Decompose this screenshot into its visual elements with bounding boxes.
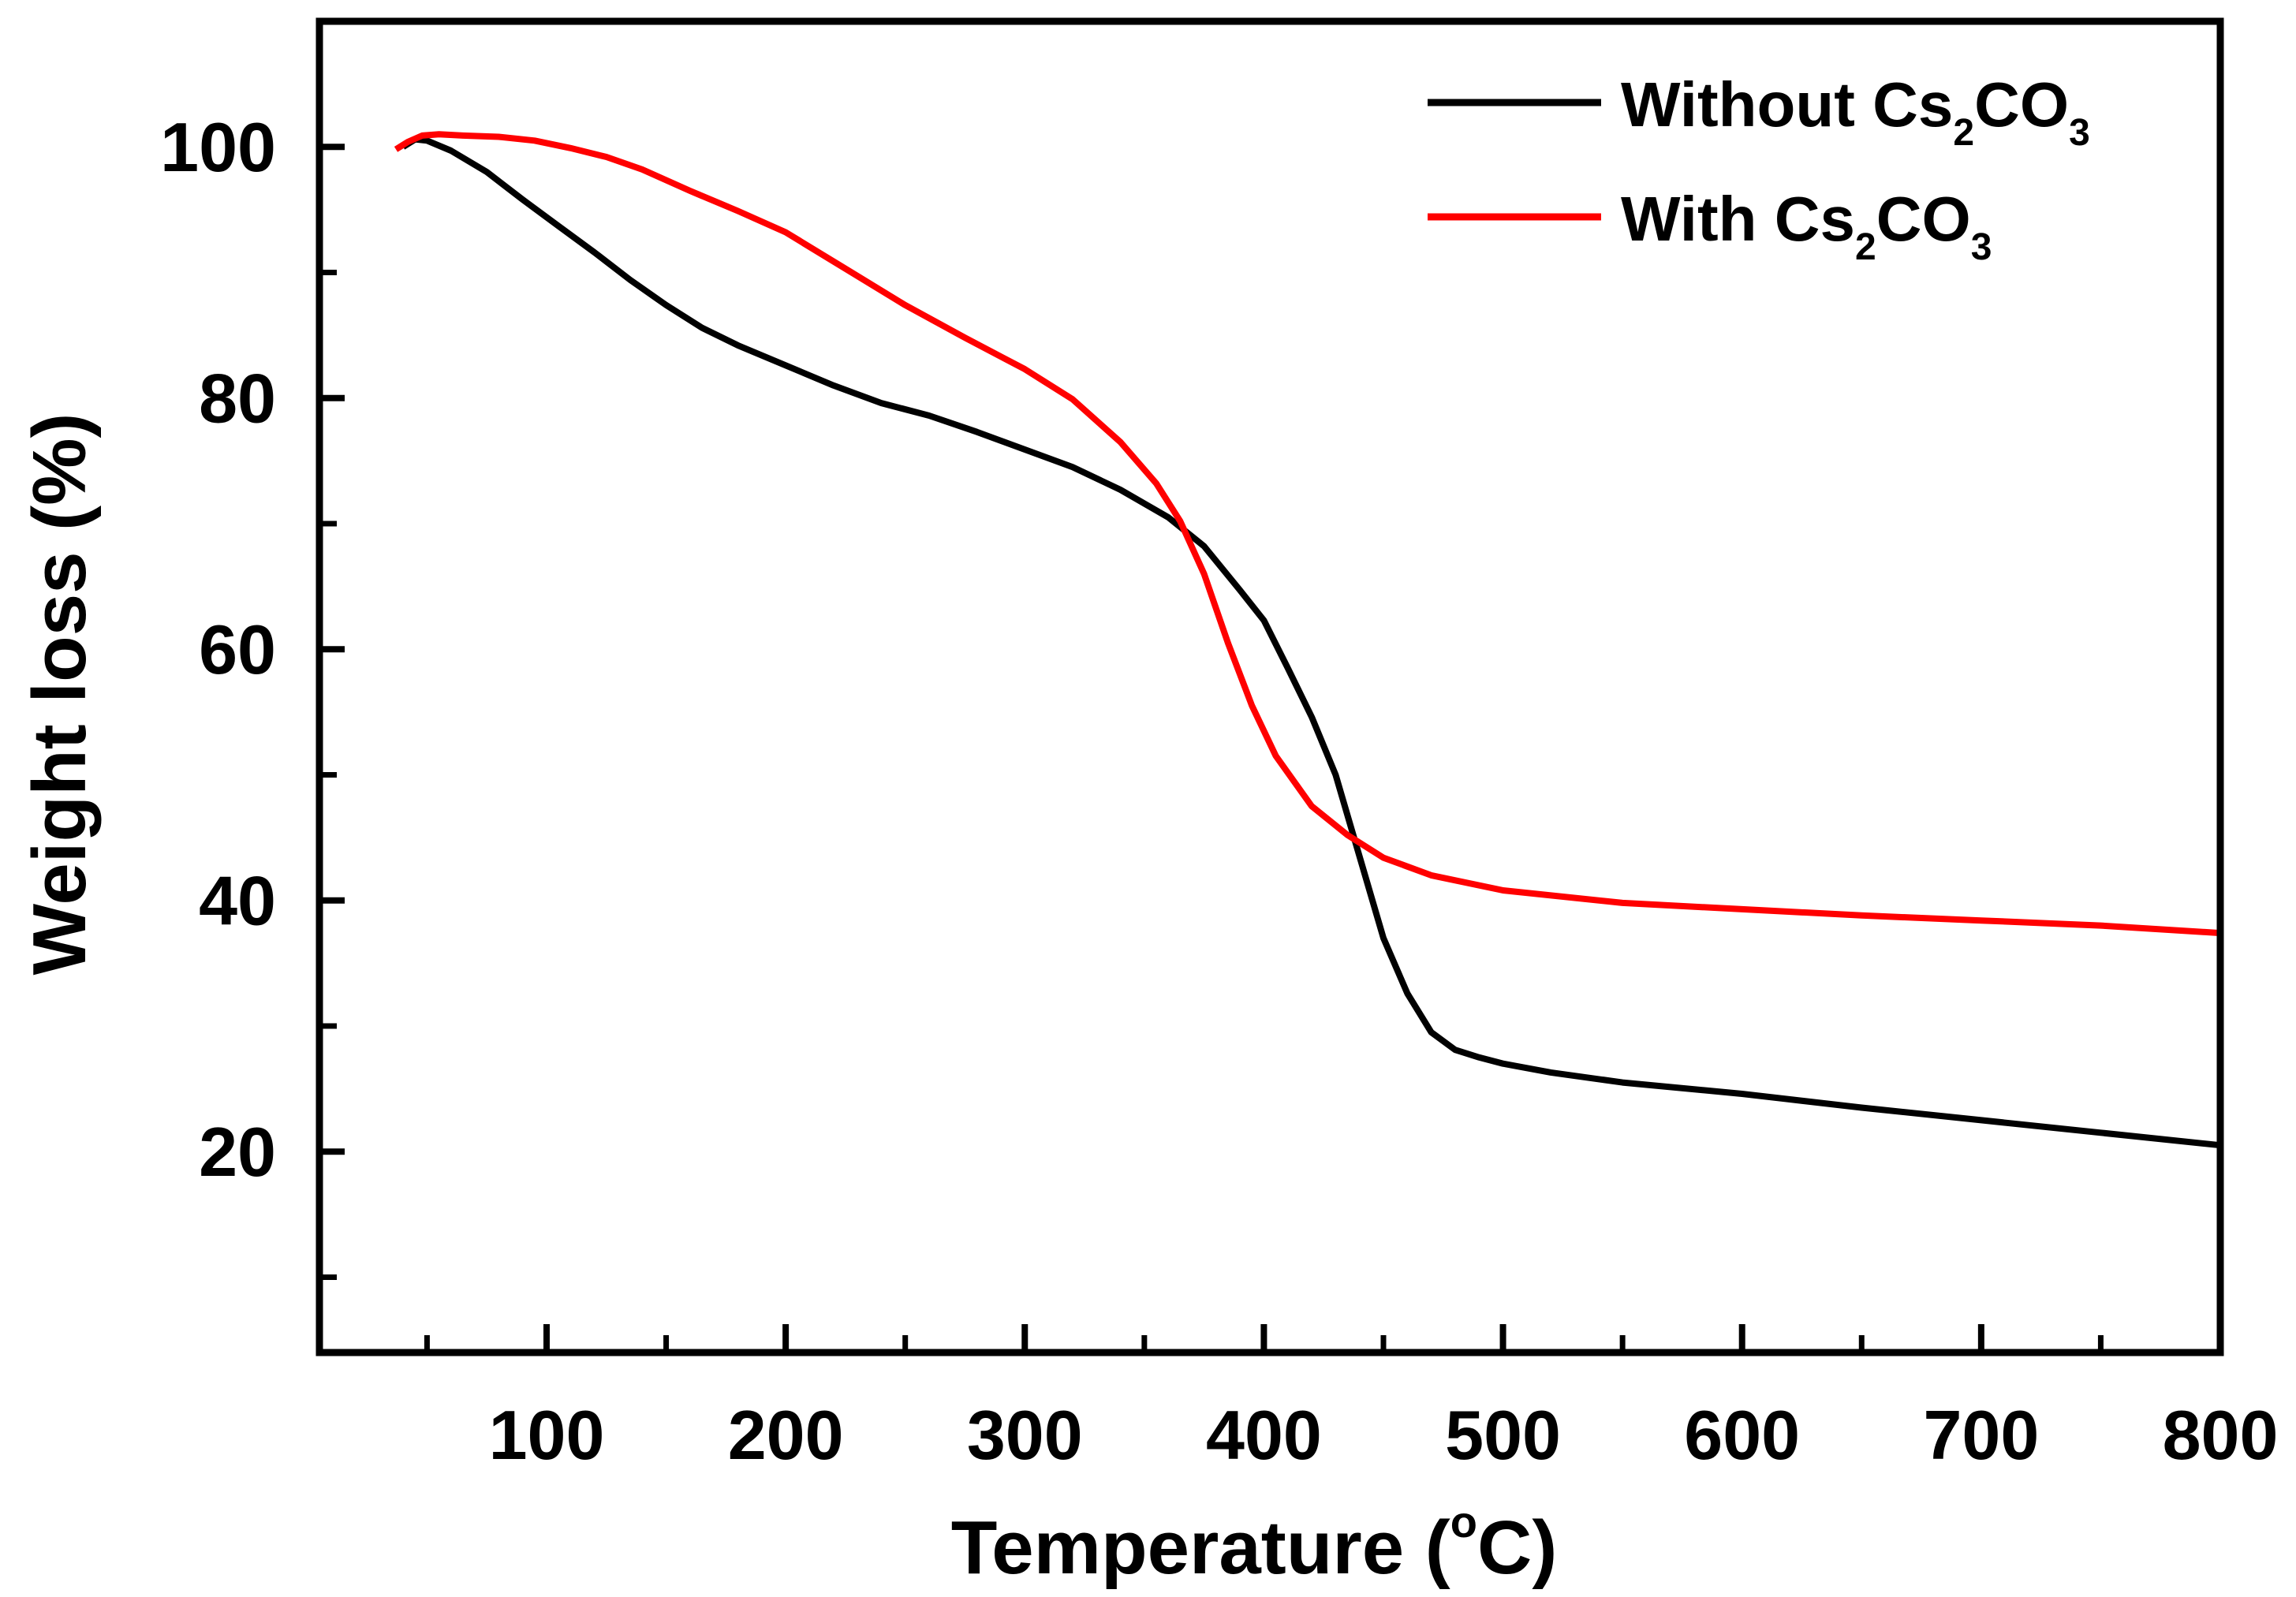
x-tick-label: 100 xyxy=(489,1396,605,1474)
legend-label-without: Without Cs2CO3 xyxy=(1621,69,2090,154)
x-axis-label-tail: C) xyxy=(1477,1506,1557,1590)
y-tick-label: 40 xyxy=(199,862,276,940)
legend: Without Cs2CO3 With Cs2CO3 xyxy=(1428,69,2090,268)
tick-layer: 100 200 300 400 500 600 700 800 20 40 60 80 100 xyxy=(160,108,2278,1474)
y-tick-label: 80 xyxy=(199,360,276,438)
x-tick-label: 200 xyxy=(728,1396,844,1474)
series-line-without-cs2co3 xyxy=(401,136,2221,1149)
x-axis-label-main: Temperature ( xyxy=(951,1506,1450,1590)
y-tick-label: 100 xyxy=(160,108,276,186)
x-tick-label: 500 xyxy=(1445,1396,1561,1474)
y-tick-label: 20 xyxy=(199,1113,276,1191)
x-tick-label: 800 xyxy=(2163,1396,2279,1474)
series-line-with-cs2co3 xyxy=(394,131,2221,937)
x-tick-label: 700 xyxy=(1923,1396,2039,1474)
curve-layer xyxy=(394,131,2221,1149)
plot-frame xyxy=(315,17,2224,1356)
x-tick-label: 600 xyxy=(1684,1396,1800,1474)
x-axis-label-degree: o xyxy=(1450,1497,1477,1547)
x-tick-label: 400 xyxy=(1206,1396,1322,1474)
x-tick-label: 300 xyxy=(967,1396,1083,1474)
legend-label-with: With Cs2CO3 xyxy=(1621,184,1992,268)
y-tick-label: 60 xyxy=(199,610,276,688)
y-axis-label: Weight loss (%) xyxy=(17,413,102,976)
x-axis-label: Temperature (oC) xyxy=(951,1497,1558,1590)
